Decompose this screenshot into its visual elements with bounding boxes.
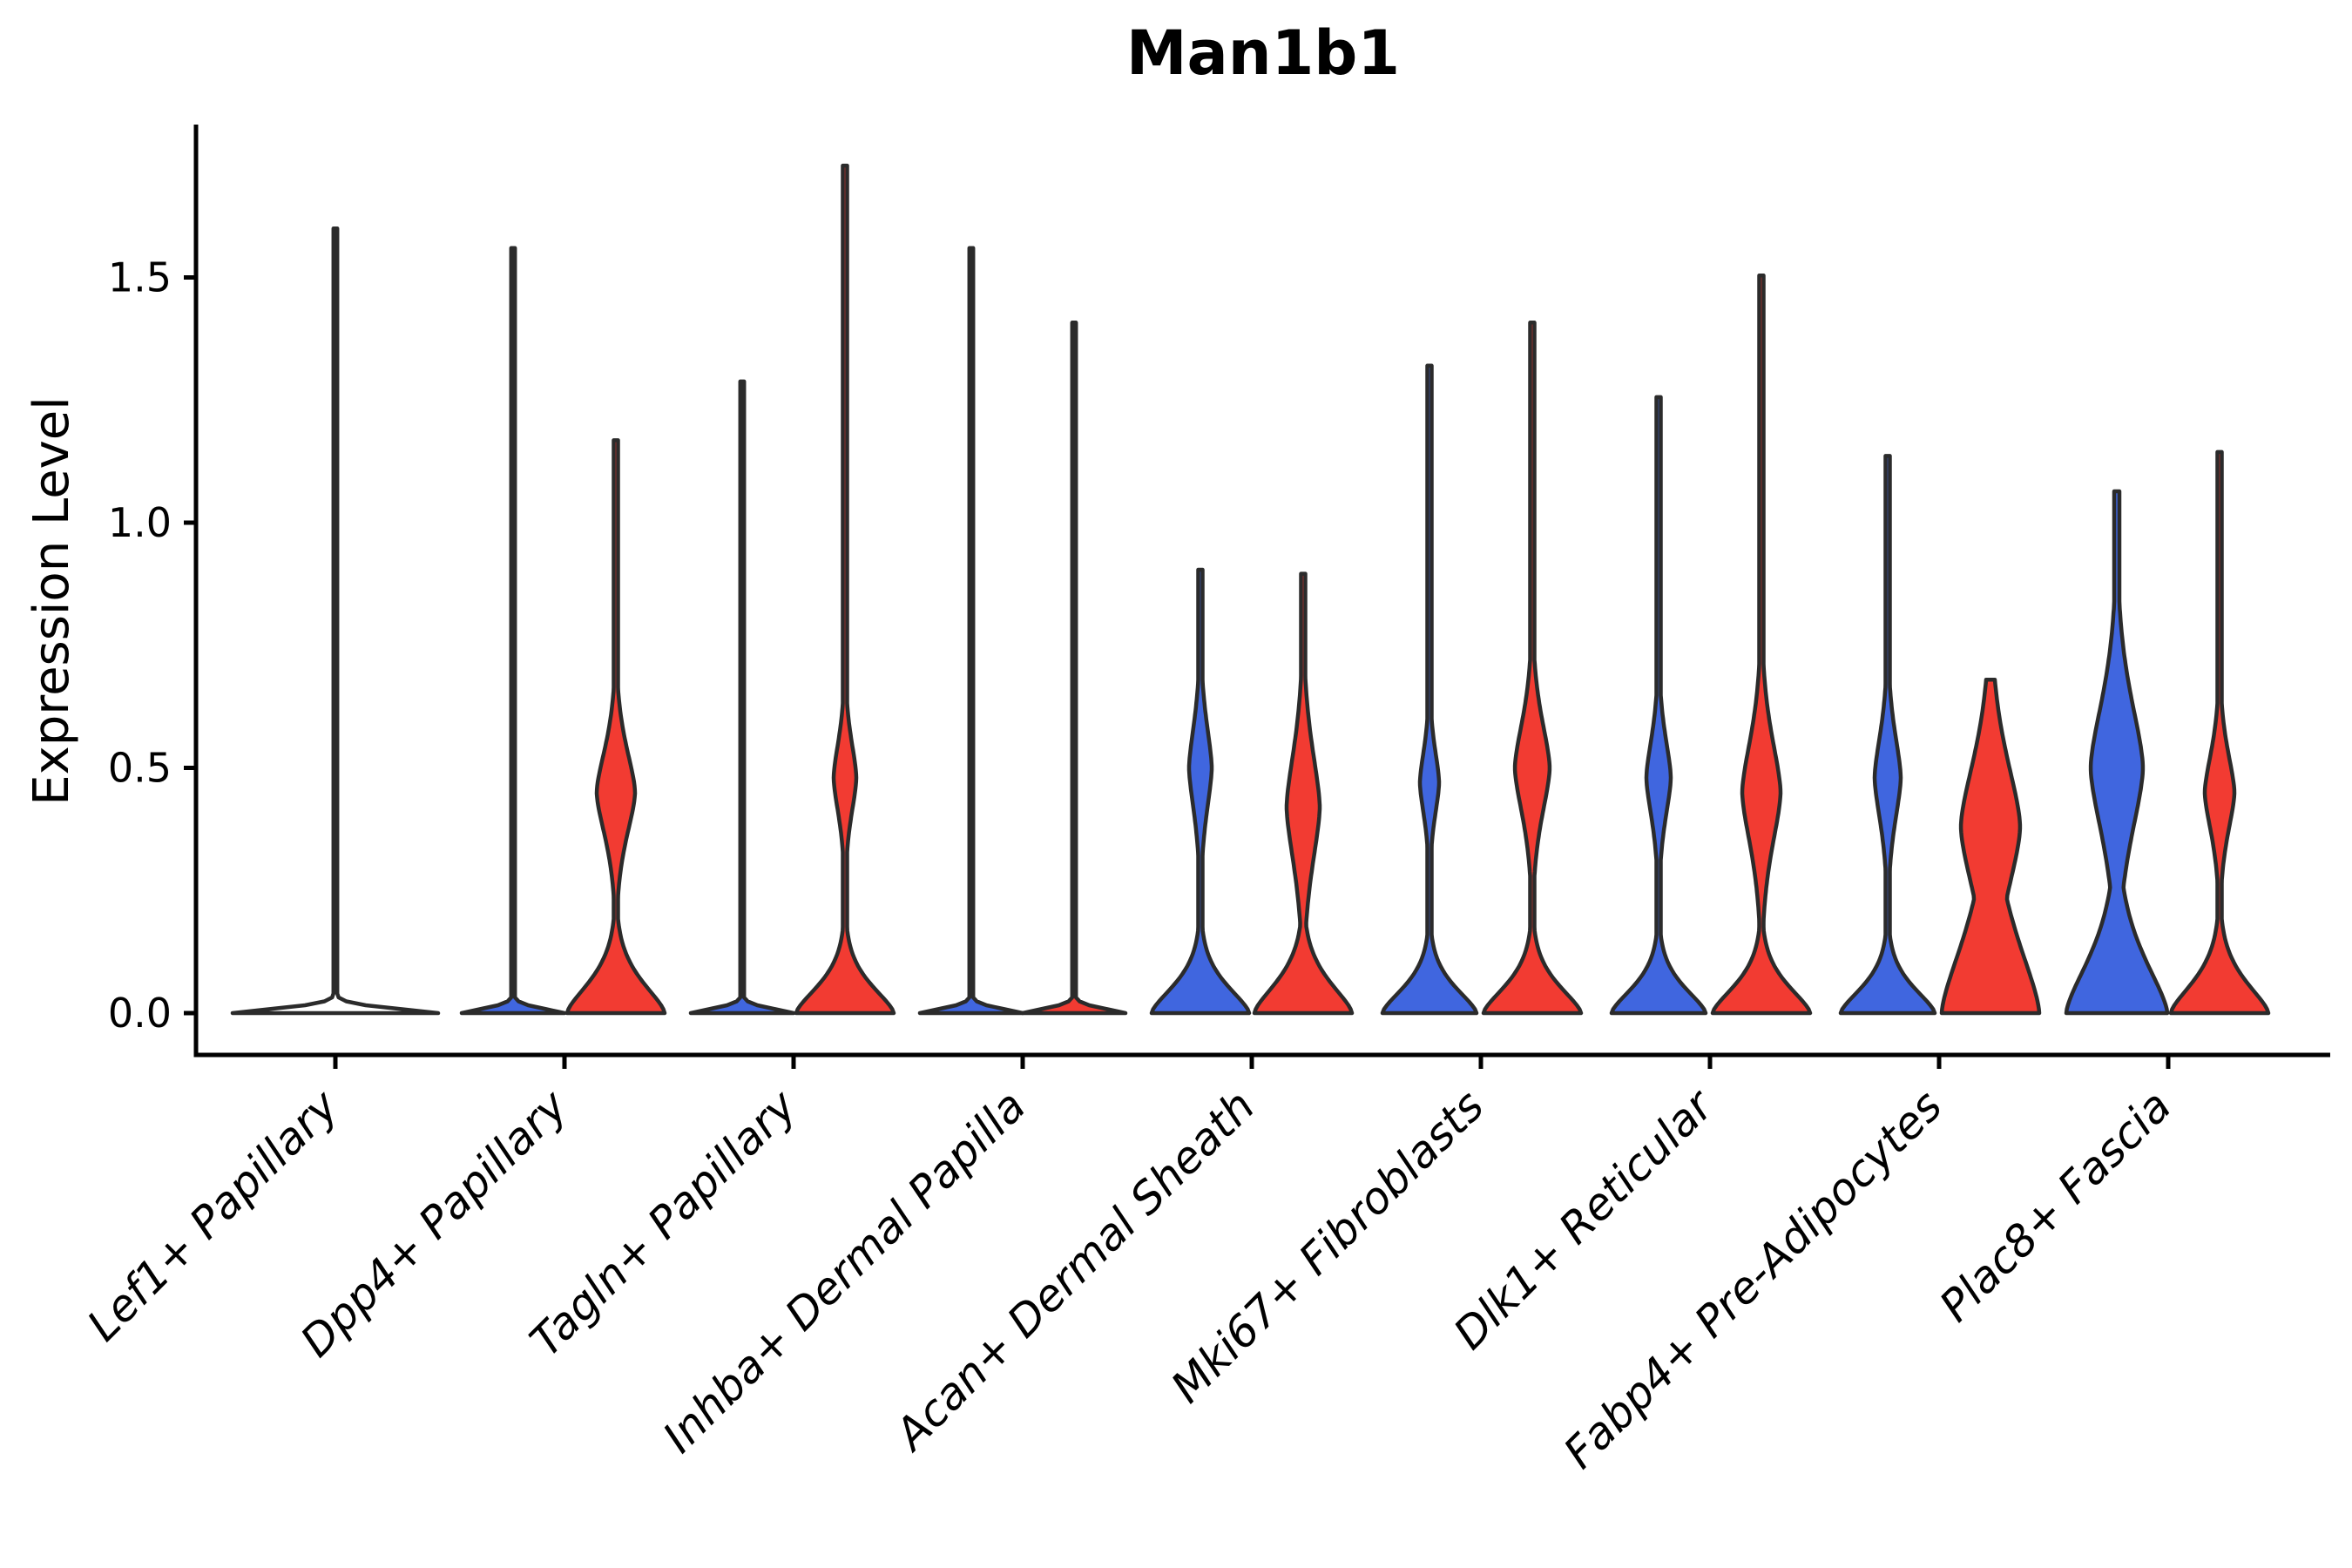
violin-Inhba-red <box>1020 321 1128 1016</box>
x-tick-label: Plac8+ Fascia <box>1930 1080 2181 1331</box>
violin-Lef1-none <box>230 226 441 1016</box>
violin-Inhba-blue <box>917 246 1025 1016</box>
violin-Tagln-blue <box>688 379 796 1016</box>
violin-Mki67-red <box>1481 321 1584 1016</box>
violin-Acan-red <box>1252 571 1355 1016</box>
violin-Fabp4-blue <box>1838 454 1937 1016</box>
violin-Dpp4-red <box>564 438 667 1016</box>
violin-Dlk1-blue <box>1609 395 1708 1016</box>
violin-Dlk1-red <box>1710 273 1813 1016</box>
y-tick-label: 1.0 <box>108 499 172 546</box>
y-tick-label: 0.0 <box>108 990 172 1037</box>
violin-Mki67-blue <box>1380 363 1479 1016</box>
violin-Dpp4-blue <box>459 246 567 1016</box>
x-tick-label: Fabp4+ Pre-Adipocytes <box>1554 1080 1952 1478</box>
x-tick-label: Acan+ Dermal Sheath <box>884 1080 1265 1461</box>
violin-Fabp4-red <box>1939 677 2042 1016</box>
violin-Acan-blue <box>1149 567 1252 1016</box>
violin-Plac8-red <box>2168 449 2271 1016</box>
violin-Plac8-blue <box>2064 489 2170 1016</box>
violin-Tagln-red <box>794 163 896 1016</box>
x-tick-label: Inhba+ Dermal Papilla <box>653 1080 1035 1462</box>
y-tick-label: 0.5 <box>108 745 172 792</box>
x-tick-label: Lef1+ Papillary <box>78 1079 348 1350</box>
chart-title: Man1b1 <box>1126 17 1400 89</box>
y-tick-label: 1.5 <box>108 254 172 301</box>
y-axis-label: Expression Level <box>24 396 80 806</box>
